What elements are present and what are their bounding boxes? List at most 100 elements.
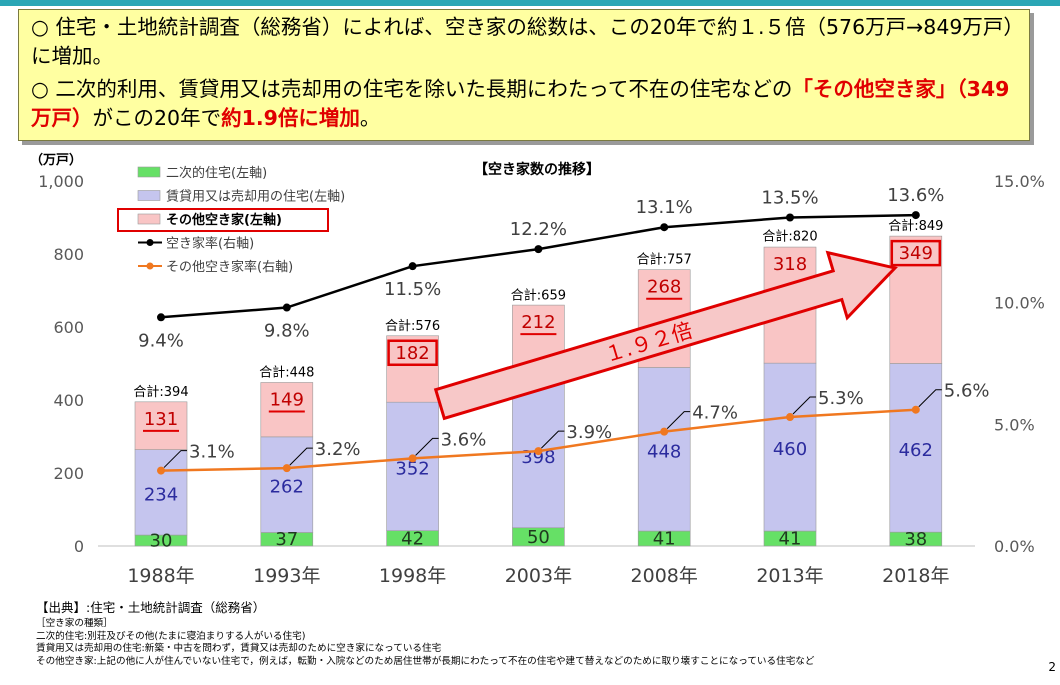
bar-total-label: 合計:659 <box>511 287 566 303</box>
bar-value-label: 462 <box>899 440 933 461</box>
bar-value-label: 42 <box>401 528 424 549</box>
y2-tick-label: 0.0% <box>994 537 1035 556</box>
y2-tick-label: 10.0% <box>994 294 1045 313</box>
notes: ［空き家の種類］ 二次的住宅:別荘及びその他(たまに寝泊まりする人がいる住宅) … <box>36 618 815 668</box>
vacant-houses-chart: 0 200 400 600 800 1,000 0.0% 5.0% 10.0% 15.0% 30… <box>30 152 1045 587</box>
y-tick-label: 200 <box>53 464 84 483</box>
legend-marker <box>146 262 154 270</box>
leader-line <box>289 447 313 466</box>
note-line: 二次的住宅:別荘及びその他(たまに寝泊まりする人がいる住宅) <box>36 630 306 642</box>
leader-line <box>918 389 942 408</box>
bar-segment <box>512 382 565 529</box>
bar-value-label: 30 <box>150 531 173 552</box>
line-value-label: 4.7% <box>692 403 738 424</box>
x-tick-label: 2018年 <box>882 565 949 587</box>
leader-line <box>415 437 439 456</box>
note-line: 賃貸用又は売却用の住宅:新築・中古を問わず，賃貸又は売却のために空き家になってい… <box>36 643 442 655</box>
bar-value-label: 268 <box>647 277 681 298</box>
legend-marker <box>146 239 154 246</box>
bar-value-label: 262 <box>270 477 304 498</box>
top-accent-bar <box>0 0 1060 6</box>
y-tick-label: 800 <box>53 245 84 264</box>
legend-label: その他空き家(左軸) <box>166 212 282 228</box>
summary-box: ○ 住宅・土地統計調査（総務省）によれば、空き家の総数は、この20年で約１.５倍… <box>18 9 1030 141</box>
summary-line-1-text: ○ 住宅・土地統計調査（総務省）によれば、空き家の総数は、この20年で約１.５倍… <box>31 15 1014 68</box>
y-tick-label: 400 <box>53 391 84 410</box>
y2-tick-label: 5.0% <box>994 415 1035 434</box>
line-value-label: 3.6% <box>441 429 487 450</box>
bar-segment <box>889 363 943 533</box>
bar-segment <box>386 401 439 531</box>
bar-total-label: 合計:448 <box>259 364 314 380</box>
line-value-label: 5.6% <box>944 381 990 402</box>
source-title: 【出典】:住宅・土地統計調査（総務省） <box>36 600 266 615</box>
bar-total-label: 合計:757 <box>637 252 692 268</box>
series-point <box>534 245 543 254</box>
series-point <box>157 466 165 475</box>
legend-swatch <box>137 213 161 225</box>
summary-line-2-b: がこの20年で <box>92 106 222 130</box>
bar-segment <box>260 436 314 533</box>
line-value-label: 3.9% <box>566 422 612 443</box>
x-tick-label: 2013年 <box>756 565 823 587</box>
bar-segment <box>889 235 943 364</box>
series-point <box>660 223 669 232</box>
leader-line <box>163 450 187 468</box>
bar-value-label: 212 <box>521 312 555 333</box>
bar-value-label: 37 <box>275 529 298 550</box>
series-point <box>282 464 291 473</box>
summary-line-2-a: ○ 二次的利用、賃貸用又は売却用の住宅を除いた長期にわたって不在の住宅などの <box>31 77 793 101</box>
leader-line <box>666 411 691 429</box>
bar-segment <box>763 362 817 532</box>
summary-line-2-c: 。 <box>359 106 381 130</box>
growth-arrow-shape <box>433 250 898 421</box>
bar-total-label: 合計:394 <box>133 384 188 400</box>
bar-segment <box>386 335 439 403</box>
line-value-label: 13.5% <box>761 188 818 209</box>
bar-value-label: 38 <box>904 529 927 550</box>
line-value-label: 9.4% <box>138 330 184 351</box>
series-point <box>786 413 794 422</box>
note-line: ［空き家の種類］ <box>36 618 113 629</box>
series-point <box>911 405 920 414</box>
note-line: その他空き家:上記の他に人が住んでいない住宅で，例えば，転勤・入院などのため居住… <box>36 655 815 667</box>
page-number: 2 <box>1048 660 1056 674</box>
value-highlight-box <box>890 239 942 267</box>
bar-segment <box>637 367 691 532</box>
bar-total-label: 合計:849 <box>888 218 943 234</box>
bar-segment <box>134 401 188 450</box>
x-tick-label: 1993年 <box>253 565 320 587</box>
line-value-label: 12.2% <box>510 219 567 240</box>
legend-swatch <box>137 166 161 178</box>
bar-value-label: 182 <box>395 343 429 364</box>
bar-total-label: 合計:820 <box>762 229 817 245</box>
bar-value-label: 50 <box>527 527 550 548</box>
series-point <box>534 447 543 456</box>
y-axis-unit: （万戸） <box>30 152 82 168</box>
series-point <box>157 313 165 322</box>
y-tick-label: 600 <box>53 318 84 337</box>
line-value-label: 13.1% <box>636 197 693 218</box>
summary-highlight-1: 「その他空き家」（349万戸） <box>31 77 1010 130</box>
legend-swatch <box>137 190 161 201</box>
line-value-label: 3.2% <box>315 439 361 460</box>
legend-label: 二次的住宅(左軸) <box>166 165 267 181</box>
summary-highlight-2: 約1.9倍に増加 <box>221 106 360 130</box>
series-point <box>911 211 920 220</box>
line-value-label: 11.5% <box>384 279 441 300</box>
series-point <box>282 303 291 312</box>
series-point <box>660 427 669 436</box>
legend-highlight-box <box>117 208 329 232</box>
line-value-label: 3.1% <box>189 442 235 463</box>
legend-label: その他空き家率(右軸) <box>166 259 293 275</box>
y-tick-label: 1,000 <box>38 172 84 191</box>
y2-tick-label: 15.0% <box>994 172 1045 191</box>
series-point <box>408 454 417 463</box>
chart-title: 【空き家数の推移】 <box>474 161 600 178</box>
line-value-label: 13.6% <box>887 185 944 206</box>
leader-line <box>792 396 816 415</box>
line-value-label: 5.3% <box>818 388 864 409</box>
x-tick-label: 1998年 <box>379 565 446 587</box>
bar-segment <box>260 382 314 438</box>
x-tick-label: 2008年 <box>631 565 698 587</box>
